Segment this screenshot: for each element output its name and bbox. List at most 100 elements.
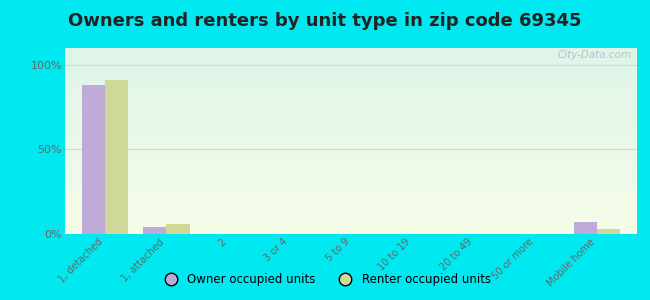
Bar <box>65 121 637 122</box>
Bar <box>65 71 637 72</box>
Bar <box>65 66 637 67</box>
Bar <box>65 204 637 205</box>
Bar <box>65 181 637 182</box>
Bar <box>65 169 637 170</box>
Bar <box>65 191 637 192</box>
Bar <box>65 96 637 97</box>
Bar <box>65 194 637 195</box>
Bar <box>65 74 637 75</box>
Bar <box>65 99 637 100</box>
Bar <box>65 122 637 123</box>
Bar <box>65 102 637 103</box>
Bar <box>65 232 637 233</box>
Bar <box>65 103 637 104</box>
Bar <box>65 67 637 68</box>
Bar <box>65 68 637 69</box>
Bar <box>65 64 637 65</box>
Bar <box>65 152 637 153</box>
Bar <box>65 217 637 218</box>
Bar <box>65 107 637 108</box>
Bar <box>65 187 637 188</box>
Bar <box>65 196 637 197</box>
Bar <box>65 92 637 93</box>
Bar <box>65 138 637 139</box>
Bar <box>65 105 637 106</box>
Bar <box>65 72 637 73</box>
Bar <box>65 125 637 126</box>
Bar <box>143 227 166 234</box>
Bar <box>65 155 637 156</box>
Bar <box>65 211 637 212</box>
Bar <box>65 63 637 64</box>
Bar <box>65 131 637 132</box>
Bar <box>65 213 637 214</box>
Bar <box>65 128 637 129</box>
Bar <box>65 210 637 211</box>
Bar <box>65 119 637 120</box>
Bar <box>65 95 637 96</box>
Bar <box>65 126 637 127</box>
Bar <box>65 219 637 220</box>
Bar <box>65 127 637 128</box>
Bar <box>65 225 637 226</box>
Bar <box>65 149 637 150</box>
Bar <box>65 189 637 190</box>
Bar <box>65 198 637 199</box>
Bar <box>65 117 637 118</box>
Bar <box>65 59 637 60</box>
Bar <box>65 148 637 149</box>
Bar <box>65 134 637 135</box>
Bar <box>65 185 637 186</box>
Bar <box>65 197 637 198</box>
Bar <box>65 230 637 231</box>
Bar <box>574 222 597 234</box>
Bar <box>65 220 637 221</box>
Bar <box>65 147 637 148</box>
Bar <box>65 80 637 82</box>
Bar <box>65 223 637 224</box>
Bar <box>65 180 637 181</box>
Bar <box>65 182 637 183</box>
Bar <box>65 144 637 145</box>
Bar <box>65 233 637 234</box>
Bar <box>65 97 637 98</box>
Bar <box>65 160 637 161</box>
Bar <box>65 132 637 133</box>
Bar <box>65 202 637 203</box>
Bar <box>65 90 637 91</box>
Bar <box>65 164 637 165</box>
Bar <box>65 140 637 141</box>
Bar <box>65 173 637 175</box>
Bar <box>65 82 637 83</box>
Bar <box>65 77 637 78</box>
Bar <box>65 123 637 124</box>
Bar <box>65 221 637 222</box>
Bar <box>65 208 637 209</box>
Bar <box>65 56 637 57</box>
Bar <box>65 120 637 121</box>
Bar <box>65 60 637 61</box>
Bar <box>65 162 637 163</box>
Bar <box>65 209 637 210</box>
Bar <box>65 216 637 217</box>
Bar <box>65 224 637 225</box>
Bar <box>65 87 637 88</box>
Bar <box>65 104 637 105</box>
Bar <box>65 93 637 94</box>
Bar <box>65 159 637 160</box>
Bar <box>65 202 637 203</box>
Bar <box>65 98 637 99</box>
Bar <box>65 137 637 138</box>
Bar <box>65 188 637 189</box>
Bar <box>65 145 637 146</box>
Bar <box>65 84 637 85</box>
Bar <box>65 228 637 229</box>
Bar <box>65 170 637 171</box>
Bar <box>65 69 637 70</box>
Bar <box>65 222 637 223</box>
Bar <box>65 195 637 196</box>
Bar <box>65 226 637 227</box>
Bar <box>65 55 637 56</box>
Bar <box>65 231 637 232</box>
Bar <box>65 172 637 173</box>
